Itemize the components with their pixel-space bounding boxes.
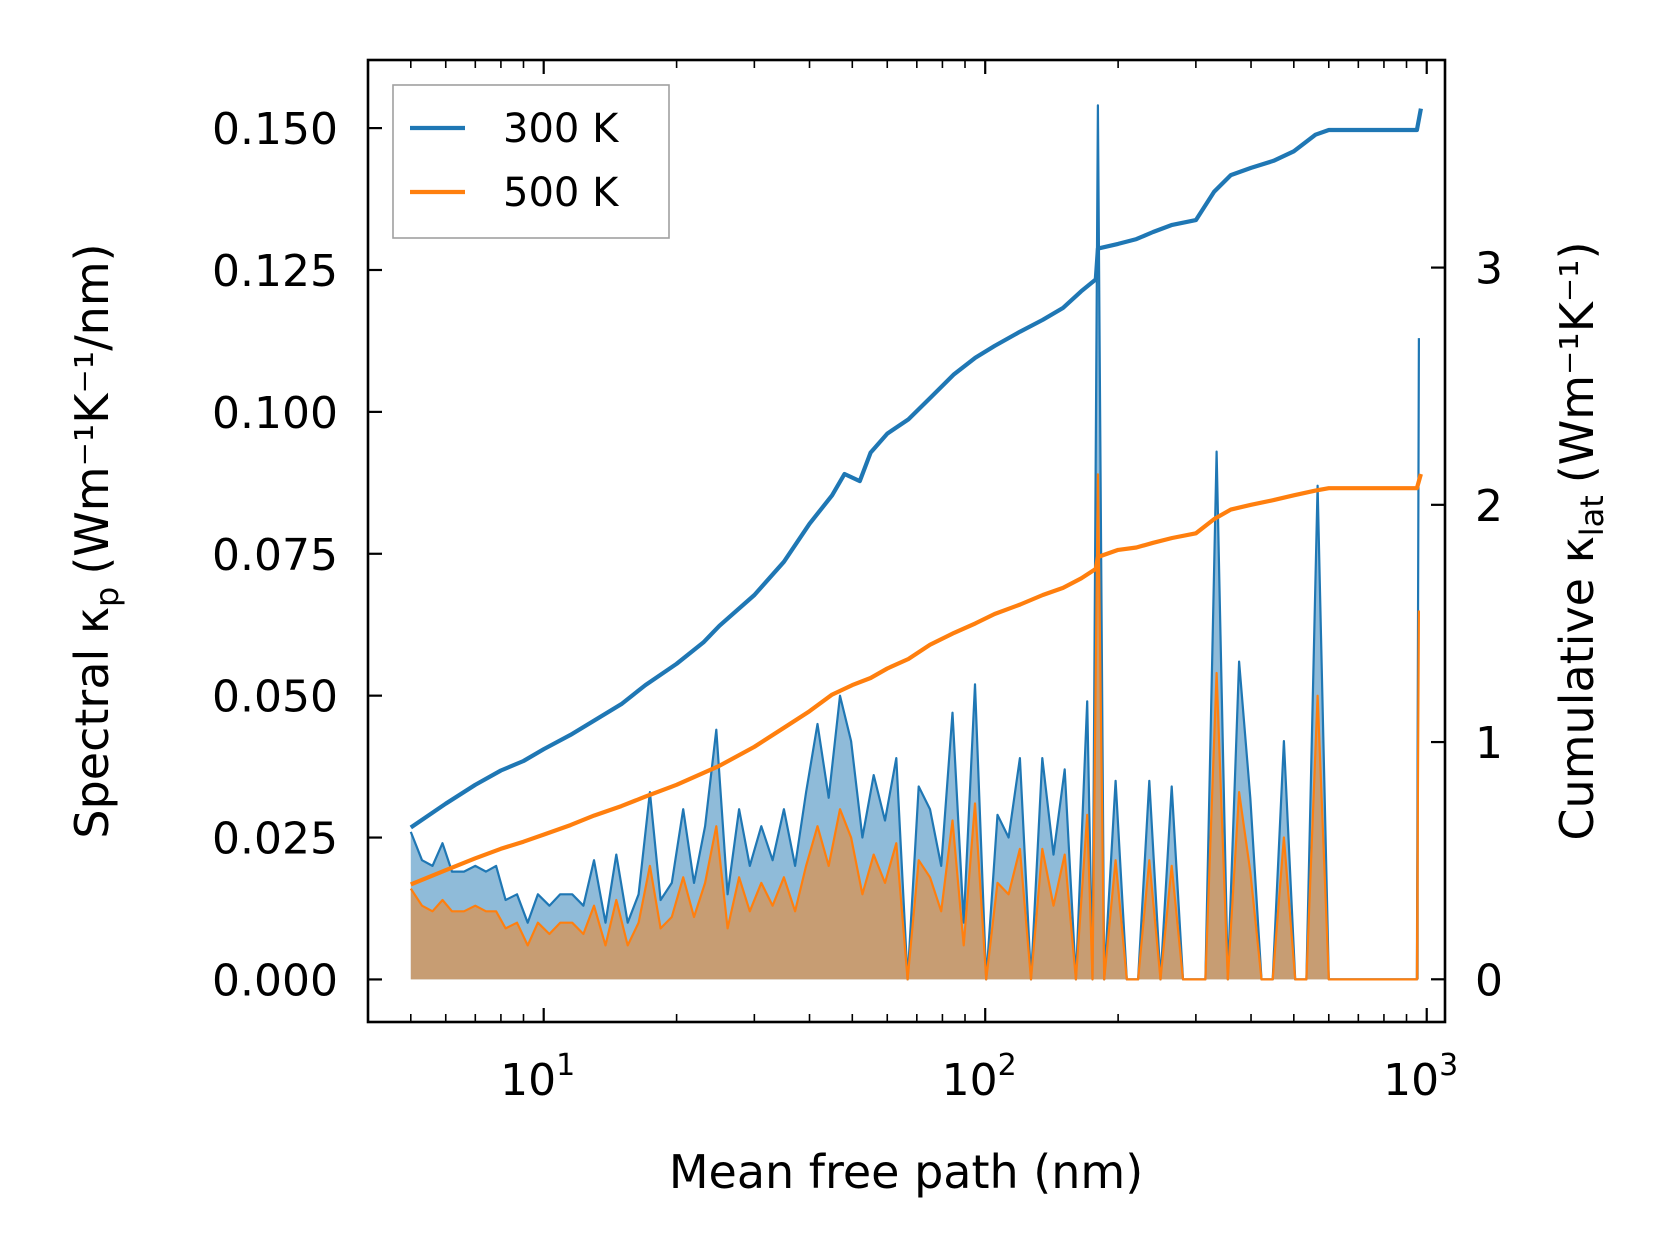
- x-tick-label: 102: [942, 1048, 1017, 1106]
- y-left-tick-label: 0.100: [212, 388, 338, 439]
- y-right-tick-label: 2: [1475, 481, 1503, 532]
- left-axis-title-sub: p: [88, 587, 126, 607]
- y-right-tick-label: 1: [1475, 718, 1503, 769]
- y-right-tick-label: 3: [1475, 244, 1503, 295]
- x-tick-label: 103: [1383, 1048, 1458, 1106]
- spectral-fills: [409, 104, 1421, 981]
- left-axis-title: Spectral κp (Wm⁻¹K⁻¹/nm): [65, 243, 126, 838]
- cumulative-line-500k: [410, 473, 1423, 887]
- legend: 300 K 500 K: [392, 84, 670, 239]
- series-lines: [409, 108, 1423, 887]
- cumulative-line-300k: [409, 108, 1423, 830]
- spectral-line-300k: [409, 104, 1421, 981]
- right-axis-title-main: Cumulative κ: [1550, 536, 1604, 840]
- spectral-area-500k: [410, 474, 1419, 980]
- x-tick-label: 101: [500, 1048, 575, 1106]
- y-left-tick-label: 0.050: [212, 672, 338, 723]
- y-left-tick-label: 0.150: [212, 104, 338, 155]
- left-axis-title-main: Spectral κ: [65, 607, 119, 839]
- plot-frame: [366, 58, 1447, 1024]
- x-axis-title: Mean free path (nm): [669, 1145, 1143, 1199]
- legend-label-500k: 500 K: [503, 170, 620, 216]
- y-right-tick-label: 0: [1475, 955, 1503, 1006]
- y-left-tick-label: 0.000: [212, 955, 338, 1006]
- right-axis-title-units: (Wm⁻¹K⁻¹): [1550, 241, 1604, 483]
- left-axis-title-units: (Wm⁻¹K⁻¹/nm): [65, 243, 119, 574]
- legend-label-300k: 300 K: [503, 106, 620, 152]
- right-axis-title-sub: lat: [1573, 495, 1611, 536]
- y-left-tick-label: 0.125: [212, 246, 338, 297]
- axis-ticks: 101 102 1030.0000.0250.0500.0750.1000.1250…: [212, 60, 1503, 1106]
- right-axis-title: Cumulative κlat (Wm⁻¹K⁻¹): [1550, 241, 1611, 840]
- y-left-tick-label: 0.075: [212, 530, 338, 581]
- legend-box: [392, 84, 670, 239]
- y-left-tick-label: 0.025: [212, 814, 338, 865]
- spectral-line-500k: [409, 473, 1421, 981]
